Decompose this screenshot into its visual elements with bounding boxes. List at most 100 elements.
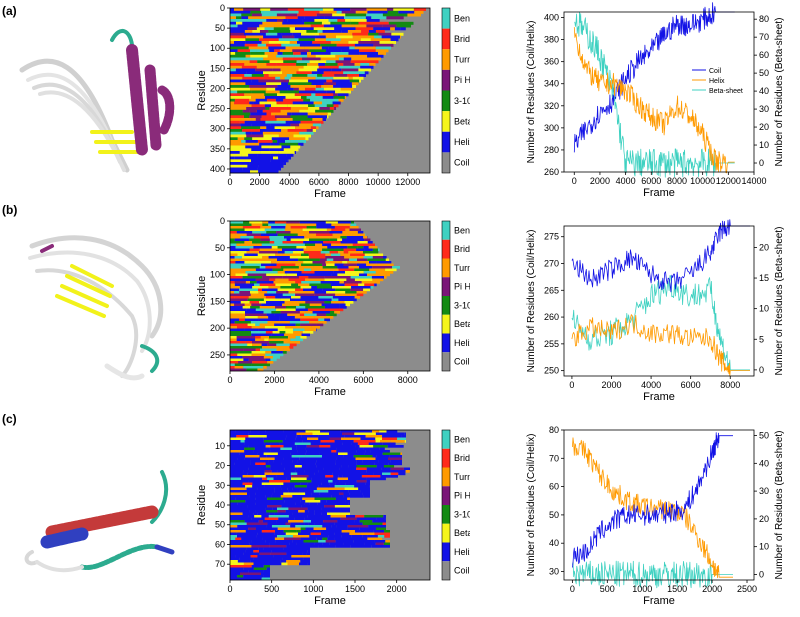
heatmap-cell xyxy=(337,19,346,22)
heatmap-cell xyxy=(298,266,314,269)
heatmap-cell xyxy=(304,21,322,25)
heatmap-cell xyxy=(311,268,324,272)
heatmap-cell xyxy=(314,497,336,501)
heatmap-cell xyxy=(290,30,307,33)
heatmap-cell xyxy=(264,293,283,297)
heatmap-cell xyxy=(261,243,275,247)
heatmap-cell xyxy=(266,126,275,130)
heatmap-cell xyxy=(351,82,359,86)
heatmap-cell xyxy=(321,303,340,307)
heatmap-cell xyxy=(282,293,296,297)
heatmap-cell xyxy=(356,480,367,483)
heatmap-cell xyxy=(321,21,331,25)
heatmap-cell xyxy=(343,281,362,284)
heatmap-cell xyxy=(247,505,259,508)
heatmap-x-tick-label: 0 xyxy=(227,584,232,594)
heatmap-cell xyxy=(244,228,265,232)
heatmap-cell xyxy=(258,63,267,66)
heatmap-cell xyxy=(269,49,275,53)
heatmap-cell xyxy=(338,492,344,496)
heatmap-cell xyxy=(256,65,275,69)
heatmap-cell xyxy=(282,248,304,252)
heatmap-cell xyxy=(266,465,271,468)
y-left-tick-label: 320 xyxy=(544,101,559,111)
heatmap-cell xyxy=(246,487,258,491)
heatmap-cell xyxy=(286,221,300,224)
heatmap-cell xyxy=(230,82,246,86)
y-right-tick-label: 40 xyxy=(759,86,769,96)
heatmap-cell xyxy=(246,134,264,138)
heatmap-cell xyxy=(262,276,283,279)
heatmap-cell xyxy=(241,16,249,20)
heatmap-cell xyxy=(248,445,266,448)
series-line-beta-sheet xyxy=(574,11,735,178)
heatmap-cell xyxy=(282,303,300,307)
heatmap-cell xyxy=(248,346,263,349)
heatmap-cell xyxy=(244,450,254,453)
heatmap-cell xyxy=(293,134,311,138)
heatmap-cell xyxy=(230,500,246,503)
heatmap-cell xyxy=(287,104,309,108)
heatmap-cell xyxy=(325,306,340,309)
heatmap-y-tick-label: 100 xyxy=(210,43,225,53)
heatmap-cell xyxy=(244,261,263,264)
heatmap-cell xyxy=(351,57,366,61)
heatmap-cell xyxy=(263,35,283,39)
colorbar-label: Beta-sheet xyxy=(454,116,470,126)
heatmap-cell xyxy=(268,256,290,259)
heatmap-cell xyxy=(295,308,308,312)
heatmap-cell xyxy=(239,120,245,124)
heatmap-cell xyxy=(272,68,281,72)
heatmap-cell xyxy=(364,283,375,287)
heatmap-cell xyxy=(280,311,300,314)
heatmap-cell xyxy=(269,236,284,239)
heatmap-cell xyxy=(268,221,275,224)
heatmap-cell xyxy=(304,522,309,526)
heatmap-cell xyxy=(251,331,266,334)
heatmap-x-axis-label: Frame xyxy=(314,386,346,398)
heatmap-cell xyxy=(248,16,271,20)
heatmap-cell xyxy=(341,530,355,533)
colorbar-swatch xyxy=(442,221,450,240)
heatmap-cell xyxy=(287,487,293,491)
heatmap-cell xyxy=(300,323,317,327)
heatmap-cell xyxy=(260,30,269,33)
panel-label-b: (b) xyxy=(2,203,18,217)
heatmap-cell xyxy=(274,537,285,541)
heatmap-cell xyxy=(245,131,252,135)
heatmap-cell xyxy=(297,472,315,476)
heatmap-cell xyxy=(244,137,253,141)
heatmap-cell xyxy=(345,13,367,17)
heatmap-cell xyxy=(290,480,312,483)
heatmap-cell xyxy=(405,470,410,473)
heatmap-cell xyxy=(234,291,240,294)
heatmap-cell xyxy=(230,507,241,511)
heatmap-cell xyxy=(245,550,254,553)
heatmap-cell xyxy=(269,60,284,64)
heatmap-cell xyxy=(259,550,272,553)
heatmap-cell xyxy=(304,313,317,317)
y-right-axis-label: Number of Residues (Beta-sheet) xyxy=(774,18,785,167)
heatmap-cell xyxy=(243,562,254,566)
heatmap-cell xyxy=(236,336,256,339)
heatmap-cell xyxy=(235,430,241,433)
heatmap-cell xyxy=(257,140,273,143)
heatmap-cell xyxy=(230,346,248,349)
heatmap-cell xyxy=(380,475,398,478)
heatmap-cell xyxy=(326,79,333,83)
heatmap-cell xyxy=(230,575,238,578)
heatmap-cell xyxy=(273,156,279,160)
heatmap-cell xyxy=(269,148,284,152)
heatmap-cell xyxy=(318,540,326,543)
heatmap-cell xyxy=(251,351,266,354)
heatmap-cell xyxy=(267,167,281,171)
heatmap-cell xyxy=(352,76,364,80)
heatmap-cell xyxy=(339,303,346,307)
heatmap-cell xyxy=(326,49,341,53)
heatmap-cell xyxy=(257,452,264,456)
heatmap-y-tick-label: 40 xyxy=(215,500,225,510)
heatmap-cell xyxy=(261,263,277,267)
heatmap-cell xyxy=(242,276,263,279)
heatmap-cell xyxy=(241,537,252,541)
heatmap-cell xyxy=(332,79,350,83)
